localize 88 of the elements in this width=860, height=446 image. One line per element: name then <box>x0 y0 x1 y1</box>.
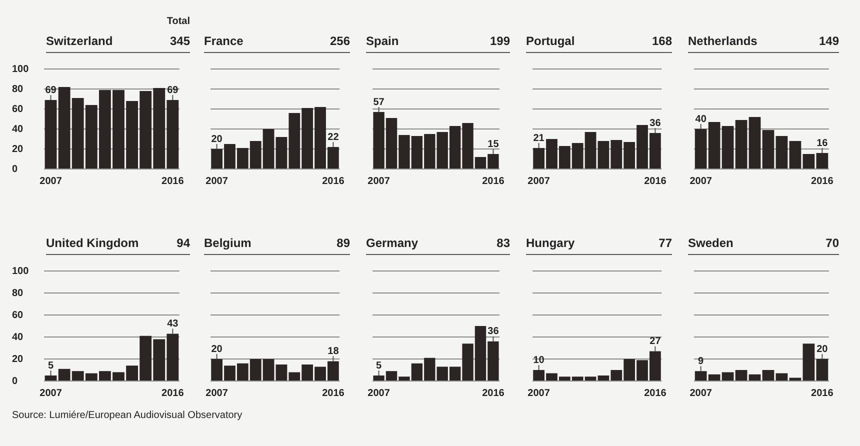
data-label: 36 <box>650 118 662 129</box>
bar <box>722 126 734 168</box>
data-label: 16 <box>816 138 828 149</box>
x-tick-label: 2007 <box>690 388 712 399</box>
x-tick-label: 2016 <box>644 388 667 399</box>
chart-title: Hungary <box>526 236 575 250</box>
x-tick-label: 2007 <box>368 176 390 187</box>
x-tick-label: 2007 <box>368 388 390 399</box>
x-tick-label: 2007 <box>40 176 62 187</box>
chart-subtitle: 199 <box>490 34 510 48</box>
y-tick-label: 20 <box>12 144 24 155</box>
data-label: 10 <box>533 354 545 366</box>
chart-subtitle: 83 <box>496 236 510 250</box>
chart-subtitle: 149 <box>818 34 839 48</box>
chart-title: Switzerland <box>46 34 113 48</box>
y-tick-label: 40 <box>12 332 24 343</box>
x-tick-label: 2016 <box>811 388 834 399</box>
data-label: 57 <box>373 96 385 108</box>
chart-subtitle: 168 <box>652 34 672 48</box>
bar <box>762 130 774 168</box>
data-label: 5 <box>48 360 54 372</box>
x-tick-label: 2007 <box>206 388 228 399</box>
bar <box>789 378 802 380</box>
x-tick-label: 2016 <box>482 176 505 187</box>
text: Total <box>166 16 190 27</box>
y-tick-label: 0 <box>12 376 18 387</box>
chart-title: United Kingdom <box>46 236 139 250</box>
x-tick-label: 2007 <box>206 176 228 187</box>
x-tick-label: 2007 <box>528 176 550 187</box>
bar <box>762 370 774 380</box>
y-tick-label: 40 <box>12 124 24 135</box>
chart-title: Portugal <box>526 34 575 48</box>
chart-subtitle: 345 <box>170 34 190 48</box>
bar <box>722 372 734 380</box>
data-label: 22 <box>328 132 340 143</box>
y-tick-label: 100 <box>12 266 30 277</box>
chart-subtitle: 94 <box>176 236 190 250</box>
x-tick-label: 2007 <box>690 176 712 187</box>
chart-title: Netherlands <box>688 34 758 48</box>
chart-subtitle: 77 <box>658 236 672 250</box>
y-tick-label: 20 <box>12 354 24 365</box>
data-label: 15 <box>488 138 500 150</box>
data-label: 21 <box>533 132 545 144</box>
data-label: 20 <box>211 134 223 145</box>
data-label: 36 <box>488 326 500 338</box>
data-label: 43 <box>167 318 179 330</box>
data-label: 5 <box>376 360 382 372</box>
chart-title: France <box>204 34 244 48</box>
bar <box>735 120 748 168</box>
x-tick-label: 2016 <box>322 388 345 399</box>
bar <box>748 374 761 380</box>
x-tick-label: 2016 <box>482 388 505 399</box>
bar <box>735 370 748 380</box>
x-tick-label: 2016 <box>162 176 184 187</box>
chart-title: Sweden <box>688 236 734 250</box>
data-label: 20 <box>211 344 223 355</box>
data-label: 18 <box>328 346 340 357</box>
y-tick-label: 60 <box>12 310 24 321</box>
bar <box>776 373 788 380</box>
x-tick-label: 2016 <box>322 176 345 187</box>
chart-subtitle: 89 <box>336 236 350 250</box>
x-tick-label: 2016 <box>162 388 184 399</box>
bar <box>748 117 761 168</box>
y-tick-label: 100 <box>12 64 30 75</box>
data-label: 27 <box>650 336 662 348</box>
y-tick-label: 60 <box>12 104 24 115</box>
x-tick-label: 2007 <box>528 388 550 399</box>
chart-subtitle: 256 <box>330 34 350 48</box>
data-label: 69 <box>45 84 57 96</box>
bar <box>789 141 802 168</box>
x-tick-label: 2016 <box>811 176 834 187</box>
bar <box>44 100 57 168</box>
data-label: 20 <box>816 344 828 355</box>
chart-title: Germany <box>366 236 418 250</box>
bar <box>44 376 57 380</box>
x-tick-label: 2016 <box>644 176 667 187</box>
data-label: 69 <box>167 84 179 96</box>
y-tick-label: 0 <box>12 164 18 175</box>
data-label: 9 <box>698 356 704 367</box>
data-label: 40 <box>695 114 707 125</box>
chart-title: Spain <box>366 34 399 48</box>
bar <box>776 136 788 168</box>
chart-subtitle: 70 <box>826 236 839 250</box>
y-tick-label: 80 <box>12 84 24 95</box>
source-note: Source: Lumiére/European Audiovisual Observatory <box>12 410 242 421</box>
chart-title: Belgium <box>204 236 252 250</box>
y-tick-label: 80 <box>12 288 24 299</box>
x-tick-label: 2007 <box>40 388 62 399</box>
